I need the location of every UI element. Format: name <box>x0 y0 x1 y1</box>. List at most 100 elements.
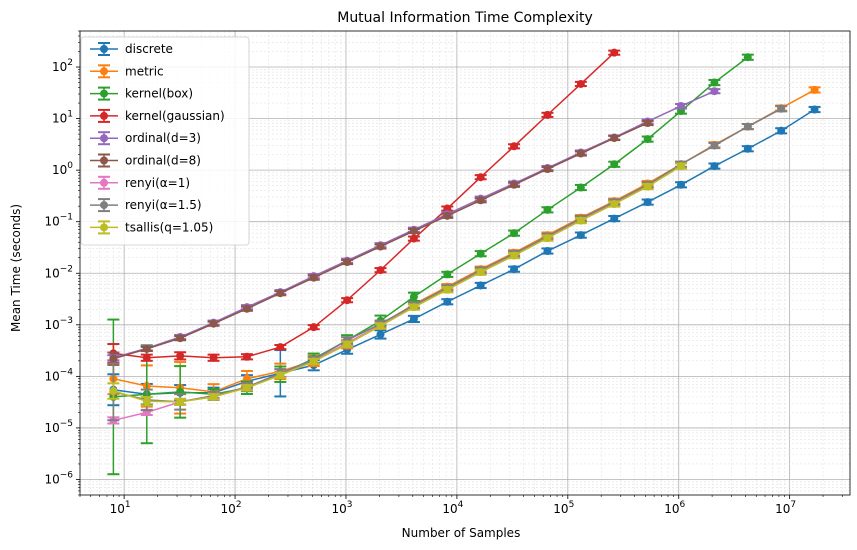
legend-marker <box>100 89 108 98</box>
x-tick-label: 106 <box>664 500 685 516</box>
legend-box <box>80 36 250 246</box>
legend-label: discrete <box>125 42 173 56</box>
data-point <box>209 353 218 362</box>
data-point <box>510 229 519 238</box>
data-point <box>610 160 619 169</box>
y-tick-label: 10−4 <box>44 367 73 383</box>
data-point <box>109 387 118 396</box>
data-point <box>443 211 452 220</box>
data-point <box>142 353 151 362</box>
data-point <box>209 392 218 401</box>
data-point <box>276 343 285 352</box>
data-point <box>176 397 185 406</box>
series-tsallis(q=1.05) <box>107 162 688 407</box>
y-tick-label: 10−5 <box>44 419 73 435</box>
data-point <box>376 266 385 275</box>
data-point <box>409 234 418 243</box>
legend-entry: renyi(α=1) <box>90 175 190 190</box>
y-tick-label: 100 <box>52 161 73 177</box>
data-point <box>810 85 819 94</box>
data-point <box>677 102 686 111</box>
x-tick-label: 103 <box>331 500 352 516</box>
y-tick-label: 101 <box>52 110 73 126</box>
data-point <box>476 281 485 290</box>
legend-label: metric <box>125 64 164 78</box>
legend-marker <box>100 156 108 165</box>
data-point <box>743 53 752 62</box>
data-point <box>276 289 285 298</box>
data-point <box>743 144 752 153</box>
data-point <box>810 105 819 114</box>
data-point <box>777 104 786 113</box>
legend-label: ordinal(d=3) <box>125 131 201 145</box>
y-tick-label: 102 <box>52 58 73 74</box>
legend: discrete metric kernel(box) kernel(gaussian… <box>80 36 250 246</box>
data-point <box>543 165 552 174</box>
data-point <box>710 87 719 96</box>
data-point <box>543 247 552 256</box>
data-point <box>176 334 185 343</box>
data-point <box>610 134 619 143</box>
data-point <box>476 173 485 182</box>
data-point <box>710 78 719 87</box>
data-point <box>242 383 251 392</box>
y-axis-title: Mean Time (seconds) <box>9 204 23 332</box>
data-point <box>576 183 585 192</box>
x-tick-label: 104 <box>442 500 463 516</box>
data-point <box>543 234 552 243</box>
data-point <box>443 297 452 306</box>
data-point <box>743 122 752 131</box>
data-point <box>643 182 652 191</box>
data-point <box>209 319 218 328</box>
legend-marker <box>100 178 108 187</box>
legend-entry: ordinal(d=8) <box>90 153 201 168</box>
data-point <box>576 216 585 225</box>
data-point <box>710 162 719 171</box>
legend-marker <box>100 67 108 76</box>
data-point <box>343 296 352 305</box>
series-ordinal(d=8) <box>107 119 654 366</box>
data-point <box>443 270 452 279</box>
y-tick-label: 10−6 <box>44 470 73 486</box>
data-point <box>510 142 519 151</box>
x-tick-label: 101 <box>110 500 131 516</box>
data-point <box>176 351 185 360</box>
legend-entry: tsallis(q=1.05) <box>90 220 213 235</box>
data-point <box>677 180 686 189</box>
data-point <box>510 180 519 189</box>
legend-label: ordinal(d=8) <box>125 154 201 168</box>
data-point <box>510 251 519 260</box>
data-point <box>543 110 552 119</box>
legend-label: renyi(α=1.5) <box>125 198 202 212</box>
data-point <box>543 205 552 214</box>
data-point <box>343 258 352 267</box>
axis-ticks: 101 102 103 104 105 106 107 10−6 10−5 10−4 10−3 10−… <box>44 30 843 516</box>
x-tick-label: 107 <box>775 500 796 516</box>
data-point <box>443 285 452 294</box>
data-point <box>610 214 619 223</box>
legend-entry: metric <box>90 64 164 79</box>
data-point <box>710 141 719 150</box>
legend-marker <box>100 223 108 232</box>
y-tick-label: 10−1 <box>44 213 73 229</box>
legend-marker <box>100 45 108 53</box>
legend-entry: ordinal(d=3) <box>90 131 201 146</box>
x-axis-title: Number of Samples <box>402 526 521 540</box>
data-point <box>576 231 585 240</box>
data-point <box>677 162 686 171</box>
legend-marker <box>100 134 108 143</box>
data-point <box>376 242 385 251</box>
data-point <box>777 126 786 135</box>
legend-entry: renyi(α=1.5) <box>90 198 202 213</box>
data-point <box>242 352 251 361</box>
legend-marker <box>100 201 108 210</box>
data-point <box>409 292 418 301</box>
data-point <box>476 249 485 258</box>
data-point <box>309 357 318 366</box>
data-point <box>476 196 485 205</box>
legend-label: renyi(α=1) <box>125 176 190 190</box>
plot-series <box>107 48 821 476</box>
x-tick-label: 105 <box>553 500 574 516</box>
data-point <box>409 303 418 312</box>
legend-entry: kernel(gaussian) <box>90 108 225 123</box>
